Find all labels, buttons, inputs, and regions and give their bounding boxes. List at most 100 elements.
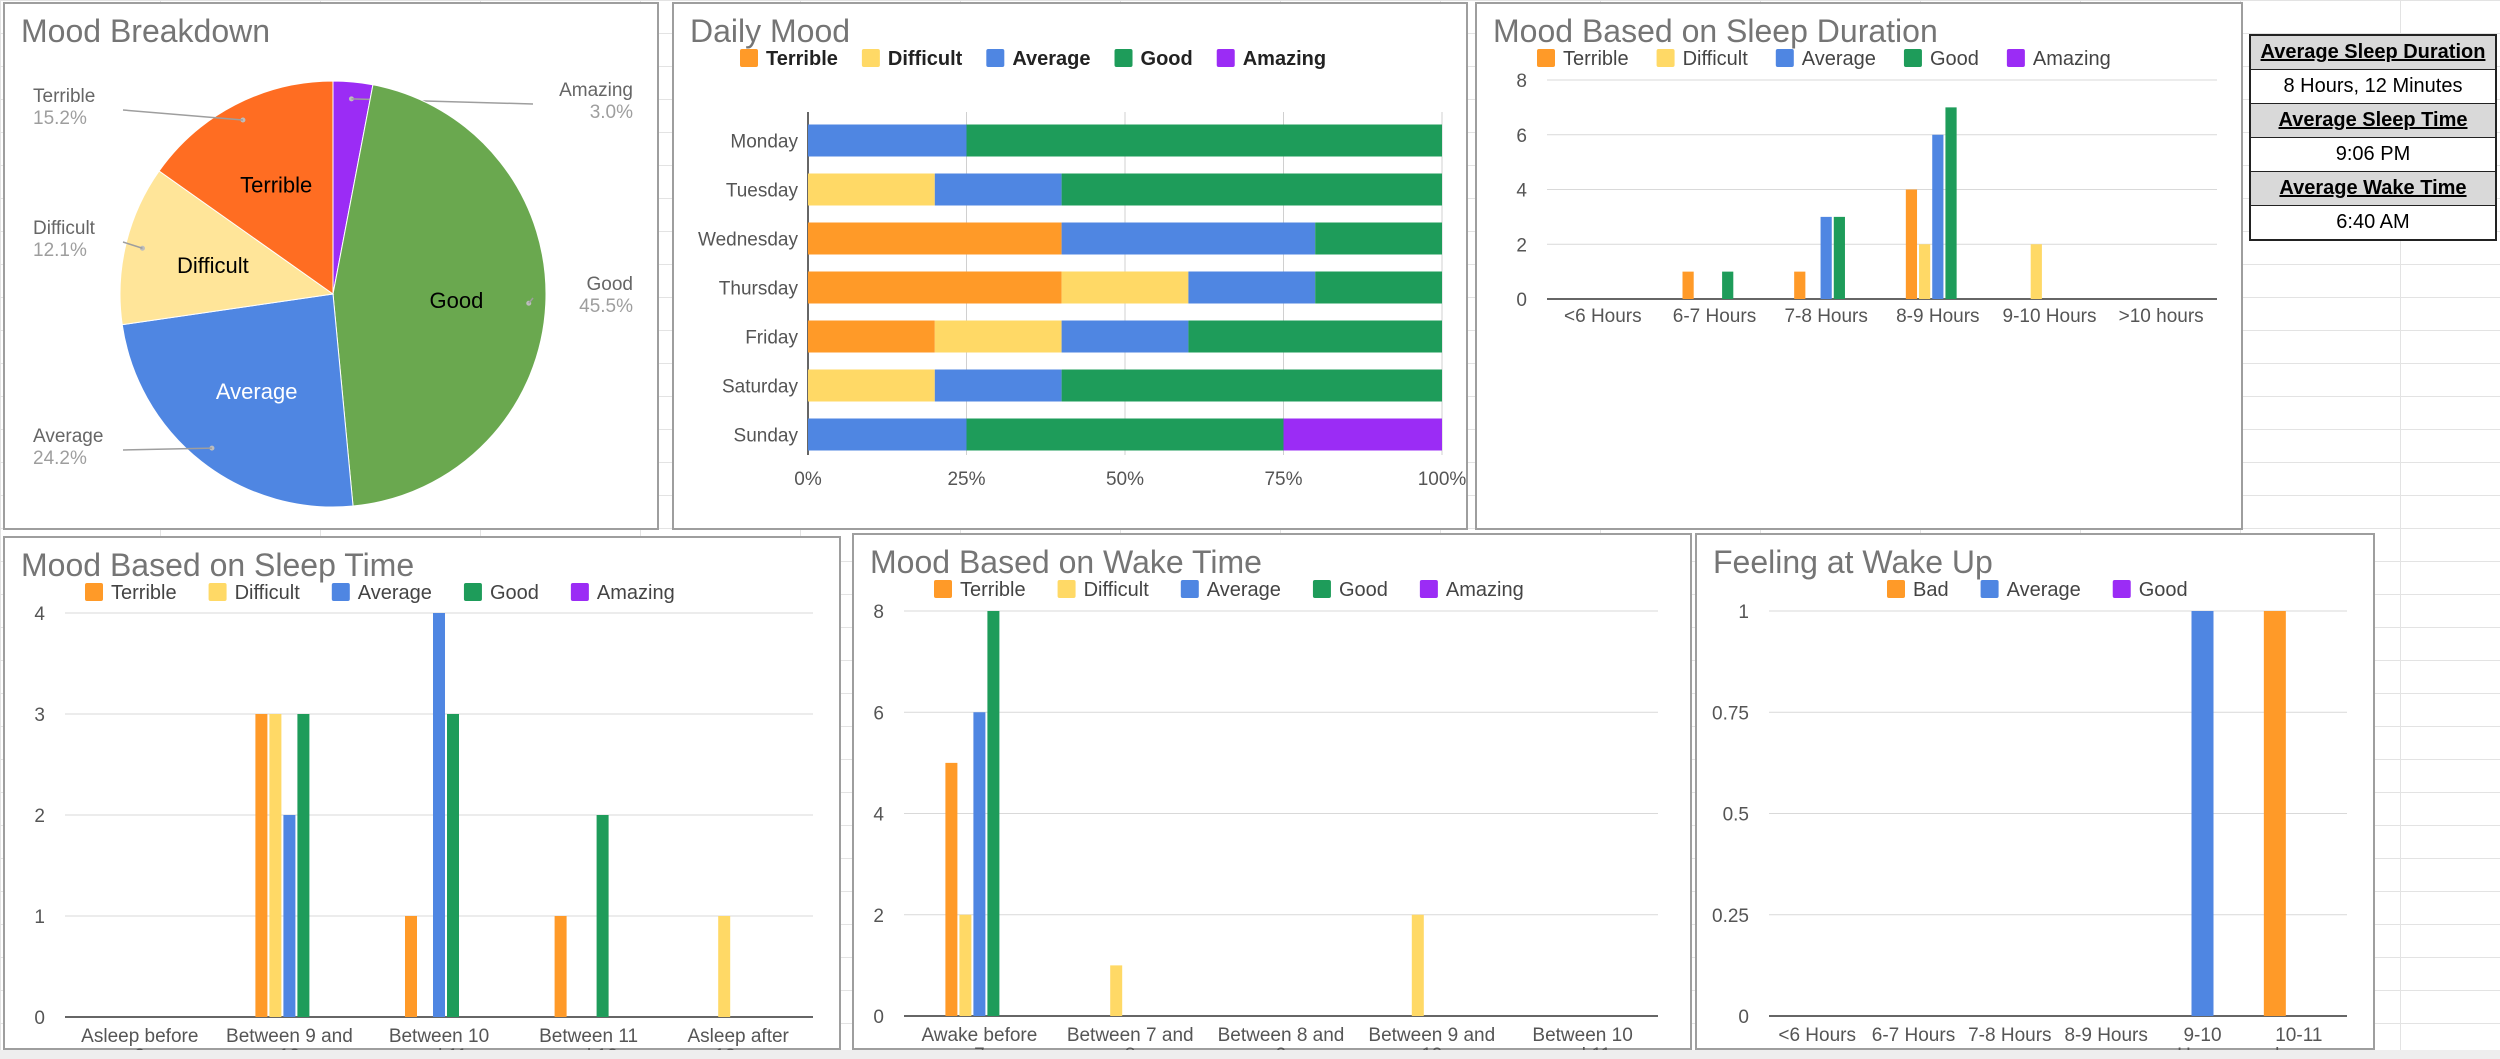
y-tick-2-mood-sleep-duration: 2 [1516,235,1527,256]
x-tick-9-10-hours-mood-sleep-duration: 9-10 Hours [2003,306,2097,327]
legend-label-average-mood-sleep-time: Average [358,582,432,604]
legend-swatch-average-feeling-wake-up [1980,580,1999,598]
panel-mood-sleep-time[interactable]: Mood Based on Sleep Time Terrible Difficul… [3,536,841,1052]
y-tick-1-feeling-wake-up: 1 [1738,602,1749,623]
legend-swatch-amazing-mood-sleep-duration [2006,49,2025,67]
pie-pct-terrible: 15.2% [33,108,87,129]
y-tick-4-mood-sleep-duration: 4 [1516,181,1527,202]
bar-terrible-friday-daily-mood [808,320,935,353]
bar-difficult-asleep-after-12pm-mood-sleep-time [718,916,731,1017]
legend-swatch-amazing-mood-wake-time [1419,580,1438,598]
legend-swatch-average-mood-wake-time [1180,580,1199,598]
y-tick-0-feeling-wake-up: 0 [1738,1007,1749,1028]
legend-label-good-mood-sleep-time: Good [490,582,539,604]
legend-swatch-average-daily-mood [986,49,1005,67]
pie-inner-label-difficult: Difficult [177,253,249,278]
bar-good-between-10-and-11-mood-sleep-time [447,714,459,1017]
legend-label-average-feeling-wake-up: Average [2007,579,2081,601]
x-tick-8-9-hours-feeling-wake-up: 8-9 Hours [2064,1025,2147,1046]
bar-difficult-thursday-daily-mood [1061,271,1189,304]
bar-difficult-8-9-hours-mood-sleep-duration [1919,244,1931,299]
legend-swatch-amazing-daily-mood [1216,49,1235,67]
y-tick-8-mood-sleep-duration: 8 [1516,71,1527,92]
avg-sleep-duration-label[interactable]: Average Sleep Duration [2251,36,2495,70]
bar-difficult-9-10-hours-mood-sleep-duration [2030,244,2042,299]
bar-terrible-8-9-hours-mood-sleep-duration [1905,189,1918,299]
bar-good-between-11-and-12-mood-sleep-time [596,815,609,1017]
bar-good-friday-daily-mood [1188,320,1442,353]
chart-title-feeling-wake-up: Feeling at Wake Up [1713,544,1993,580]
chart-title-mood-sleep-time: Mood Based on Sleep Time [21,547,414,583]
panel-daily-mood[interactable]: Daily Mood Terrible Difficult Average Good Am… [672,2,1468,530]
avg-wake-time-label[interactable]: Average Wake Time [2251,172,2495,206]
x-tick-6-7-hours-mood-sleep-duration: 6-7 Hours [1673,306,1756,327]
legend-label-good-daily-mood: Good [1141,48,1193,70]
y-tick-0-mood-wake-time: 0 [873,1007,884,1028]
bar-terrible-thursday-daily-mood [808,271,1062,304]
x-tick-75-daily-mood: 75% [1264,469,1302,490]
bar-good-saturday-daily-mood [1061,369,1442,402]
bar-terrible-between-11-and-12-mood-sleep-time [554,916,567,1017]
bar-difficult-between-7-and-8-mood-wake-time [1110,965,1123,1016]
avg-wake-time-value[interactable]: 6:40 AM [2336,211,2410,233]
y-tick-monday-daily-mood: Monday [730,132,798,153]
bar-good-7-8-hours-mood-sleep-duration [1833,216,1845,299]
y-tick-8-mood-wake-time: 8 [873,602,884,623]
legend-swatch-terrible-mood-sleep-time [85,583,103,601]
legend-label-difficult-mood-sleep-duration: Difficult [1683,48,1749,70]
legend-swatch-average-mood-sleep-time [331,583,350,601]
legend-swatch-terrible-daily-mood [740,49,758,67]
y-tick-thursday-daily-mood: Thursday [719,279,799,300]
x-tick-6-hours-mood-sleep-duration: <6 Hours [1564,306,1642,327]
x-tick-6-7-hours-feeling-wake-up: 6-7 Hours [1872,1025,1955,1046]
bar-terrible-7-8-hours-mood-sleep-duration [1794,271,1806,299]
bar-good-8-9-hours-mood-sleep-duration [1945,107,1957,299]
bar-difficult-between-9-and-10-mood-wake-time [1411,914,1424,1016]
pie-pct-difficult: 12.1% [33,240,87,261]
legend-swatch-difficult-mood-wake-time [1057,580,1076,598]
bar-average-9-10-hours-feeling-wake-up [2191,611,2214,1016]
pie-inner-label-terrible: Terrible [240,172,312,197]
pie-slice-average [121,293,354,508]
bar-average-wednesday-daily-mood [1061,222,1316,255]
bar-average-8-9-hours-mood-sleep-duration [1932,134,1944,299]
avg-sleep-duration-value[interactable]: 8 Hours, 12 Minutes [2251,70,2495,104]
bar-good-6-7-hours-mood-sleep-duration [1722,271,1734,299]
bar-good-monday-daily-mood [966,124,1442,157]
bar-difficult-tuesday-daily-mood [808,173,935,206]
y-tick-sunday-daily-mood: Sunday [734,426,799,447]
bar-terrible-between-9-and-10-mood-sleep-time [255,714,268,1017]
legend-swatch-good-mood-sleep-time [463,583,482,601]
pie-label-good: Good [587,274,633,295]
y-tick-tuesday-daily-mood: Tuesday [726,181,799,202]
panel-mood-sleep-duration[interactable]: Mood Based on Sleep Duration Terrible Diff… [1475,2,2243,530]
chart-title-daily-mood: Daily Mood [690,13,850,49]
x-tick-between-7-and-8-mood-wake-time: Between 7 and8 [1067,1025,1194,1052]
x-tick-awake-before-7-mood-wake-time: Awake before7 [921,1025,1037,1052]
bar-good-between-9-and-10-mood-sleep-time [297,714,310,1017]
x-tick-between-10-and-11-mood-wake-time: Between 10and 11 [1532,1025,1632,1052]
pie-leader-line-terrible [122,109,244,121]
bar-good-thursday-daily-mood [1315,271,1442,304]
bar-terrible-between-10-and-11-mood-sleep-time [405,916,417,1017]
x-tick-between-9-and-10-mood-sleep-time: Between 9 and10 [226,1026,353,1052]
bar-difficult-between-9-and-10-mood-sleep-time [269,714,282,1017]
legend-label-terrible-mood-sleep-time: Terrible [111,582,177,604]
y-tick-0-mood-sleep-time: 0 [34,1008,45,1029]
panel-mood-breakdown[interactable]: Mood Breakdown Amazing 3.0% Good Good 45.5% Av… [3,2,659,530]
panel-feeling-wake-up[interactable]: Feeling at Wake Up Bad Average Good 0 0.25 0.5… [1695,533,2375,1052]
legend-swatch-terrible-mood-sleep-duration [1537,49,1555,67]
pie-leader-line-good [528,297,534,304]
y-tick-1-mood-sleep-time: 1 [34,907,45,928]
x-tick-0-daily-mood: 0% [794,469,822,490]
y-tick-0-25-feeling-wake-up: 0.25 [1712,906,1749,927]
avg-sleep-time-value[interactable]: 9:06 PM [2251,138,2495,172]
bar-terrible-6-7-hours-mood-sleep-duration [1682,271,1694,299]
avg-sleep-time-label[interactable]: Average Sleep Time [2251,104,2495,138]
pie-slice-terrible [158,80,334,295]
panel-mood-wake-time[interactable]: Mood Based on Wake Time Terrible Difficult… [852,533,1692,1052]
legend-label-terrible-daily-mood: Terrible [766,48,838,70]
bar-bad-10-11-hours-feeling-wake-up [2263,611,2286,1016]
